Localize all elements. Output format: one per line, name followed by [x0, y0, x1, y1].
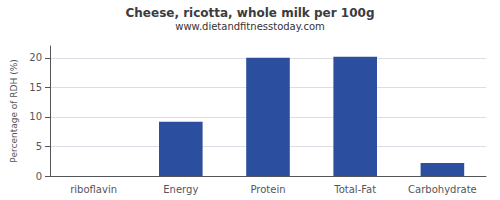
svg-text:20: 20	[29, 52, 42, 63]
svg-text:Energy: Energy	[163, 184, 198, 195]
svg-text:Total-Fat: Total-Fat	[333, 184, 376, 195]
svg-text:15: 15	[29, 82, 42, 93]
svg-text:Carbohydrate: Carbohydrate	[408, 184, 477, 195]
svg-text:0: 0	[36, 171, 42, 182]
svg-text:riboflavin: riboflavin	[70, 184, 117, 195]
svg-text:10: 10	[29, 111, 42, 122]
svg-text:Cheese, ricotta, whole milk pe: Cheese, ricotta, whole milk per 100g	[126, 6, 375, 20]
svg-text:5: 5	[36, 141, 42, 152]
svg-text:Percentage of RDH (%): Percentage of RDH (%)	[9, 59, 19, 162]
svg-text:www.dietandfitnesstoday.com: www.dietandfitnesstoday.com	[175, 21, 324, 32]
svg-text:Protein: Protein	[250, 184, 285, 195]
